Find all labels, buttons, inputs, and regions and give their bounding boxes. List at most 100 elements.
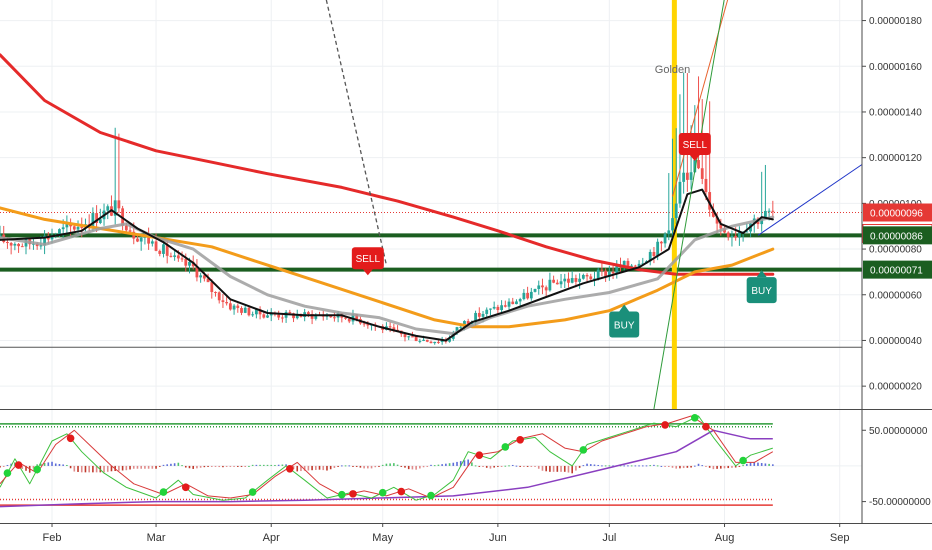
candle-body (455, 327, 459, 333)
x-tick-label: Sep (830, 532, 850, 544)
candle-body (80, 226, 84, 228)
candle-body (61, 227, 65, 230)
candle-body (689, 172, 693, 180)
candle-body (388, 326, 392, 328)
crossover-dot (691, 413, 699, 422)
histogram-bar (582, 465, 585, 467)
candle-body (593, 278, 596, 280)
histogram-bar (210, 465, 213, 467)
histogram-bar (162, 464, 165, 466)
histogram-bar (344, 465, 347, 467)
histogram-bar (649, 465, 652, 467)
histogram-bar (567, 465, 570, 473)
histogram-bar (2, 465, 5, 467)
candle-body (515, 301, 518, 305)
histogram-bar (110, 465, 113, 472)
histogram-bar (259, 464, 261, 466)
histogram-bar (467, 459, 469, 466)
candle-body (76, 226, 80, 230)
histogram-bar (292, 465, 295, 470)
signal-label: SELL (356, 254, 381, 265)
histogram-bar (236, 465, 239, 467)
candle-body (522, 292, 526, 300)
candle-body (91, 213, 95, 227)
candle-body (422, 339, 425, 341)
histogram-bar (630, 465, 633, 467)
histogram-bar (749, 462, 752, 466)
histogram-bar (645, 465, 648, 467)
candle-body (169, 255, 173, 257)
candle-body (611, 271, 615, 274)
histogram-bar (634, 465, 637, 467)
x-tick-label: May (372, 532, 393, 544)
histogram-bar (158, 465, 161, 467)
candle-body (158, 250, 162, 254)
candle-body (210, 282, 214, 293)
histogram-bar (10, 463, 12, 466)
candle-body (411, 336, 414, 338)
histogram-bar (385, 463, 388, 466)
histogram-bar (166, 464, 168, 466)
histogram-bar (277, 464, 280, 466)
candle-body (202, 275, 206, 279)
histogram-bar (66, 464, 68, 466)
histogram-bar (326, 465, 328, 471)
level-price-label (863, 260, 932, 279)
histogram-bar (537, 465, 540, 469)
candle-body (615, 265, 619, 274)
candle-body (440, 340, 444, 343)
histogram-bar (641, 465, 644, 467)
histogram-bar (147, 465, 150, 469)
histogram-bar (697, 463, 700, 466)
histogram-bar (188, 465, 191, 469)
candle-body (711, 209, 715, 217)
crossover-dot (3, 469, 12, 477)
candle-body (630, 265, 634, 267)
histogram-bar (218, 465, 221, 468)
histogram-bar (515, 465, 518, 467)
candle-body (656, 241, 660, 256)
histogram-bar (560, 465, 562, 472)
candle-body (771, 210, 775, 212)
candle-body (347, 318, 351, 322)
histogram-bar (363, 465, 365, 469)
histogram-bar (485, 465, 488, 468)
candle-body (570, 278, 574, 283)
histogram-bar (597, 464, 599, 466)
x-tick-labels: Feb Mar Apr May Jun Jul Aug Sep (43, 523, 850, 544)
crossover-dot (33, 465, 41, 474)
candle-body (58, 229, 61, 235)
candle-body (266, 315, 269, 318)
crossover-dot (248, 488, 257, 496)
histogram-bar (106, 465, 109, 472)
histogram-bar (694, 465, 696, 467)
histogram-bar (504, 465, 507, 467)
histogram-bar (370, 465, 373, 469)
histogram-bar (764, 463, 767, 466)
candle-body (310, 313, 314, 319)
candle-body (403, 334, 407, 338)
candle-body (43, 235, 46, 246)
candle-body (355, 314, 359, 319)
histogram-bar (225, 465, 228, 467)
histogram-bar (760, 463, 763, 466)
candle-body (117, 200, 121, 209)
histogram-bar (753, 462, 756, 466)
histogram-bar (727, 465, 730, 469)
y-tick-label: 0.00000160 (869, 62, 922, 73)
last-price-value: 0.00000096 (870, 208, 923, 219)
y-tick-label: 0.00000040 (869, 336, 922, 347)
histogram-bar (240, 465, 243, 467)
histogram-bar (315, 465, 317, 470)
histogram-bar (589, 464, 592, 466)
histogram-bar (456, 461, 458, 466)
candle-body (659, 241, 663, 244)
histogram-bar (404, 465, 406, 468)
candle-body (165, 244, 169, 256)
histogram-bar (311, 465, 313, 471)
histogram-bar (549, 465, 551, 472)
histogram-bar (40, 463, 42, 466)
histogram-bar (526, 465, 529, 467)
candle-body (622, 260, 626, 268)
candle-body (685, 172, 689, 180)
